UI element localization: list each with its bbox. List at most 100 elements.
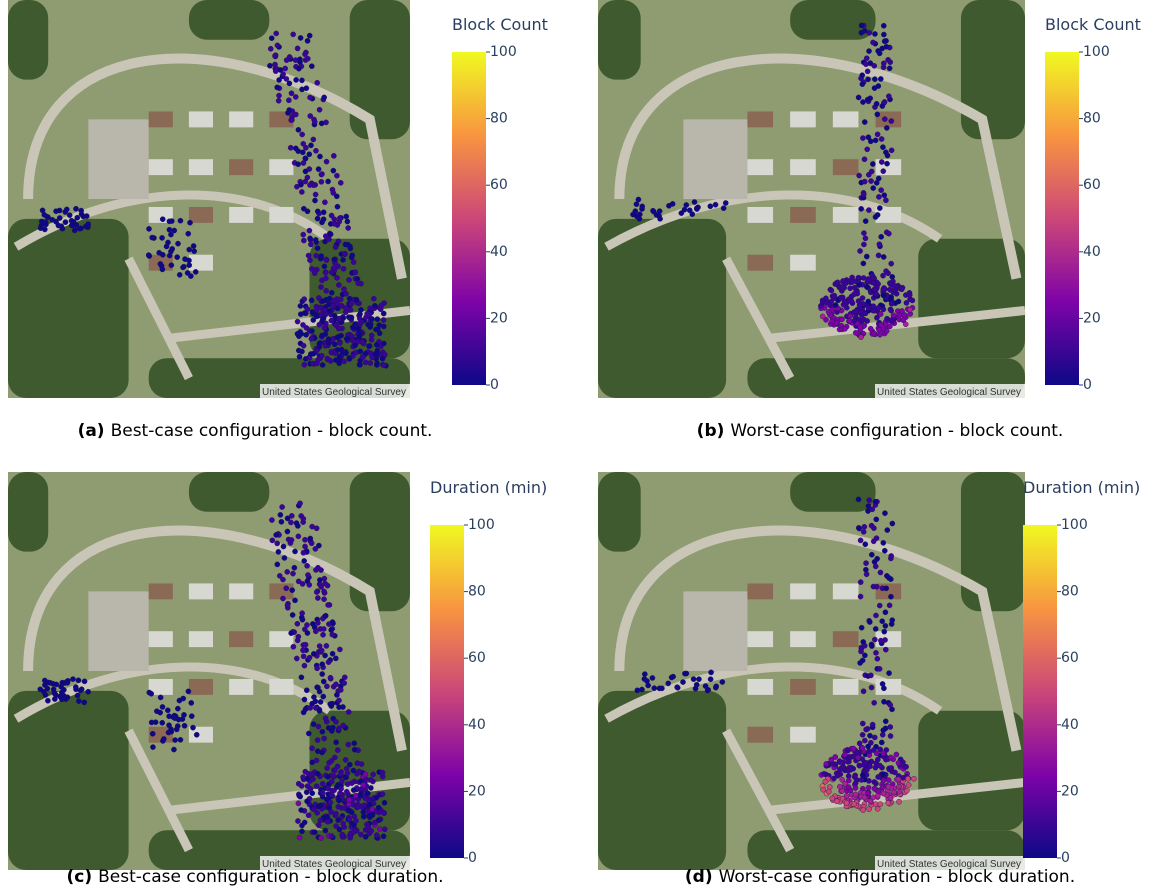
hex-cell	[316, 823, 321, 828]
hex-cell	[882, 548, 887, 553]
colorbar-tick-label: 100	[1061, 517, 1088, 533]
map: United States Geological Survey	[8, 0, 410, 398]
hex-cell	[858, 538, 863, 543]
hex-cell	[318, 284, 323, 289]
hex-cell	[333, 656, 338, 661]
hex-cell	[846, 768, 851, 773]
hex-cell	[869, 685, 874, 690]
hex-cell	[833, 302, 838, 307]
hex-cell	[872, 700, 877, 705]
colorbar-tick-label: 100	[1083, 44, 1110, 60]
hex-cell	[872, 786, 877, 791]
hex-cell	[324, 643, 329, 648]
hex-cell	[274, 532, 279, 537]
hex-cell	[684, 202, 689, 207]
hex-cell	[331, 266, 336, 271]
hex-cell	[891, 313, 896, 318]
hex-cell	[368, 351, 373, 356]
hex-cell	[312, 119, 317, 124]
hex-cell	[340, 257, 345, 262]
hex-cell	[154, 709, 159, 714]
hex-cell	[865, 77, 870, 82]
hex-cell	[278, 512, 283, 517]
hex-cell	[295, 46, 300, 51]
hex-cell	[278, 67, 283, 72]
hex-cell	[866, 48, 871, 53]
hex-cell	[285, 603, 290, 608]
hex-cell	[339, 303, 344, 308]
hex-cell	[334, 173, 339, 178]
hex-cell	[334, 692, 339, 697]
hex-cell	[290, 612, 295, 617]
hex-cell	[295, 523, 300, 528]
hex-cell	[835, 280, 840, 285]
hex-cell	[323, 120, 328, 125]
hex-cell	[870, 161, 875, 166]
hex-cell	[346, 802, 351, 807]
hex-cell	[187, 247, 192, 252]
hex-cell	[192, 249, 197, 254]
building	[747, 679, 773, 695]
building	[790, 631, 816, 647]
hex-cell	[713, 202, 718, 207]
building	[189, 111, 213, 127]
hex-cell	[292, 549, 297, 554]
hex-cell	[884, 586, 889, 591]
hex-cell	[876, 774, 881, 779]
hex-cell	[877, 205, 882, 210]
hex-cell	[323, 828, 328, 833]
hex-cell	[299, 615, 304, 620]
hex-cell	[319, 254, 324, 259]
hex-cell	[876, 305, 881, 310]
hex-cell	[857, 173, 862, 178]
hex-cell	[289, 631, 294, 636]
hex-cell	[865, 69, 870, 74]
hex-cell	[308, 143, 313, 148]
hex-cell	[335, 747, 340, 752]
hex-cell	[341, 821, 346, 826]
hex-cell	[369, 337, 374, 342]
hex-cell	[291, 644, 296, 649]
hex-cell	[309, 64, 314, 69]
hex-cell	[168, 232, 173, 237]
map: United States Geological Survey	[598, 0, 1025, 398]
hex-cell	[329, 779, 334, 784]
hex-cell	[324, 257, 329, 262]
hex-cell	[872, 77, 877, 82]
panel: United States Geological SurveyBlock Cou…	[598, 0, 1141, 441]
hex-cell	[867, 30, 872, 35]
hex-cell	[888, 577, 893, 582]
hex-cell	[348, 307, 353, 312]
hex-cell	[338, 180, 343, 185]
hex-cell	[896, 299, 901, 304]
hex-cell	[349, 781, 354, 786]
hex-cell	[340, 833, 345, 838]
hex-cell	[869, 523, 874, 528]
hex-cell	[54, 682, 59, 687]
hex-cell	[342, 251, 347, 256]
hex-cell	[901, 318, 906, 323]
hex-cell	[314, 253, 319, 258]
hex-cell	[881, 751, 886, 756]
hex-cell	[43, 222, 48, 227]
hex-cell	[357, 330, 362, 335]
attribution: United States Geological Survey	[262, 387, 406, 398]
hex-cell	[299, 829, 304, 834]
hex-cell	[878, 76, 883, 81]
hex-cell	[353, 818, 358, 823]
hex-cell	[892, 770, 897, 775]
lot	[683, 591, 747, 671]
colorbar-tick-label: 60	[1083, 177, 1101, 193]
hex-cell	[341, 316, 346, 321]
hex-cell	[329, 213, 334, 218]
hex-cell	[332, 342, 337, 347]
hex-cell	[316, 543, 321, 548]
hex-cell	[303, 169, 308, 174]
colorbar-tick-label: 40	[468, 717, 486, 733]
hex-cell	[381, 834, 386, 839]
hex-cell	[327, 308, 332, 313]
hex-cell	[270, 538, 275, 543]
hex-cell	[314, 784, 319, 789]
colorbar	[430, 525, 464, 858]
hex-cell	[864, 56, 869, 61]
